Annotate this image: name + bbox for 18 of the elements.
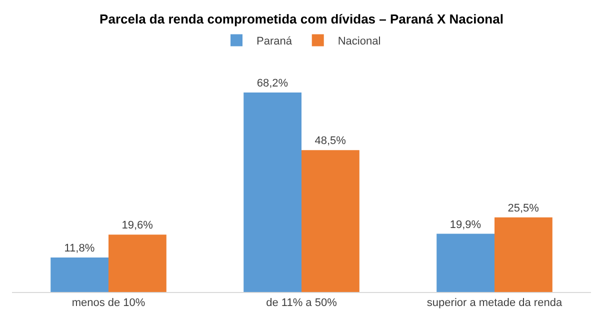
data-label: 11,8% bbox=[64, 242, 95, 254]
x-tick-label: menos de 10% bbox=[72, 297, 146, 310]
data-label: 19,9% bbox=[450, 218, 482, 231]
bar bbox=[436, 234, 494, 292]
chart-title: Parcela da renda comprometida com dívidas – Paraná X Nacional bbox=[100, 12, 504, 27]
bar bbox=[244, 92, 302, 292]
bar bbox=[50, 257, 108, 292]
bar bbox=[302, 150, 360, 292]
bar bbox=[494, 217, 552, 292]
legend-label: Nacional bbox=[338, 35, 381, 48]
legend-label: Paraná bbox=[256, 35, 293, 48]
bar bbox=[108, 234, 166, 292]
data-label: 25,5% bbox=[508, 202, 540, 214]
data-label: 48,5% bbox=[314, 135, 346, 148]
data-label: 68,2% bbox=[256, 78, 288, 90]
x-tick-label: de 11% a 50% bbox=[266, 297, 338, 310]
data-label: 19,6% bbox=[122, 220, 154, 232]
x-tick-label: superior a metade da renda bbox=[426, 297, 563, 310]
